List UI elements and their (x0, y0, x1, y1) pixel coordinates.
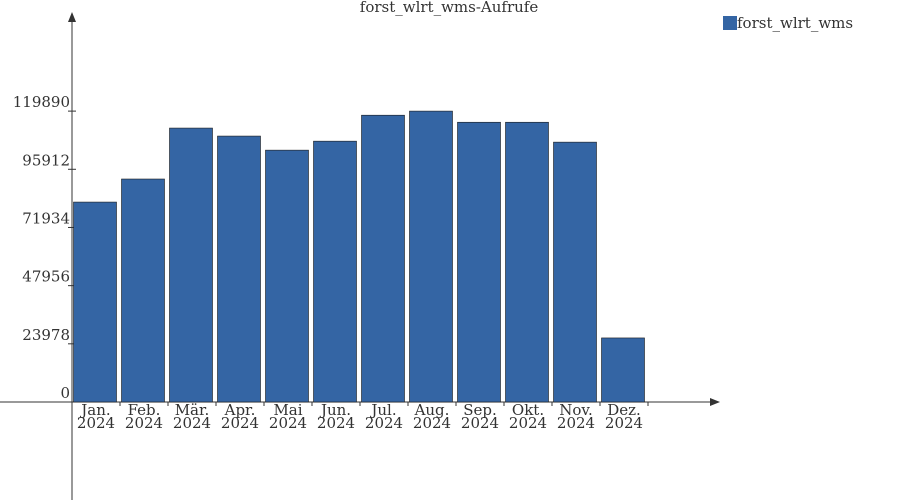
x-arrow (710, 398, 720, 406)
bar (601, 337, 645, 403)
y-tick-label: 71934 (22, 209, 70, 227)
legend-swatch (723, 16, 737, 30)
x-tick-label: Okt. 2024 (508, 401, 548, 432)
x-tick-label: Mai 2024 (268, 401, 308, 432)
bar (217, 135, 261, 403)
bar (457, 121, 501, 403)
x-tick-label: Nov. 2024 (556, 401, 596, 432)
y-tick-label: 95912 (22, 151, 70, 169)
bar (265, 149, 309, 403)
bar (313, 140, 357, 403)
bar (169, 127, 213, 403)
x-tick-label: Jul. 2024 (364, 401, 404, 432)
y-tick-label: 47956 (22, 268, 70, 286)
x-tick-label: Dez. 2024 (604, 401, 644, 432)
chart-title: forst_wlrt_wms-Aufrufe (360, 0, 539, 16)
bar (505, 121, 549, 403)
x-tick-label: Mär. 2024 (172, 401, 212, 432)
bar (409, 110, 453, 403)
x-tick-label: Jan. 2024 (76, 401, 116, 432)
legend-label: forst_wlrt_wms (737, 14, 853, 32)
x-tick-label: Jun. 2024 (316, 401, 356, 432)
y-arrow (68, 12, 76, 22)
bar (73, 201, 117, 403)
x-tick-label: Aug. 2024 (412, 401, 452, 432)
y-tick-label: 23978 (22, 326, 70, 344)
bar (553, 141, 597, 403)
x-tick-label: Apr. 2024 (220, 401, 260, 432)
x-tick-label: Sep. 2024 (460, 401, 500, 432)
y-tick-label: 119890 (13, 93, 70, 111)
bar (361, 114, 405, 403)
y-tick-label: 0 (60, 384, 70, 402)
bar (121, 178, 165, 403)
x-tick-label: Feb. 2024 (124, 401, 164, 432)
